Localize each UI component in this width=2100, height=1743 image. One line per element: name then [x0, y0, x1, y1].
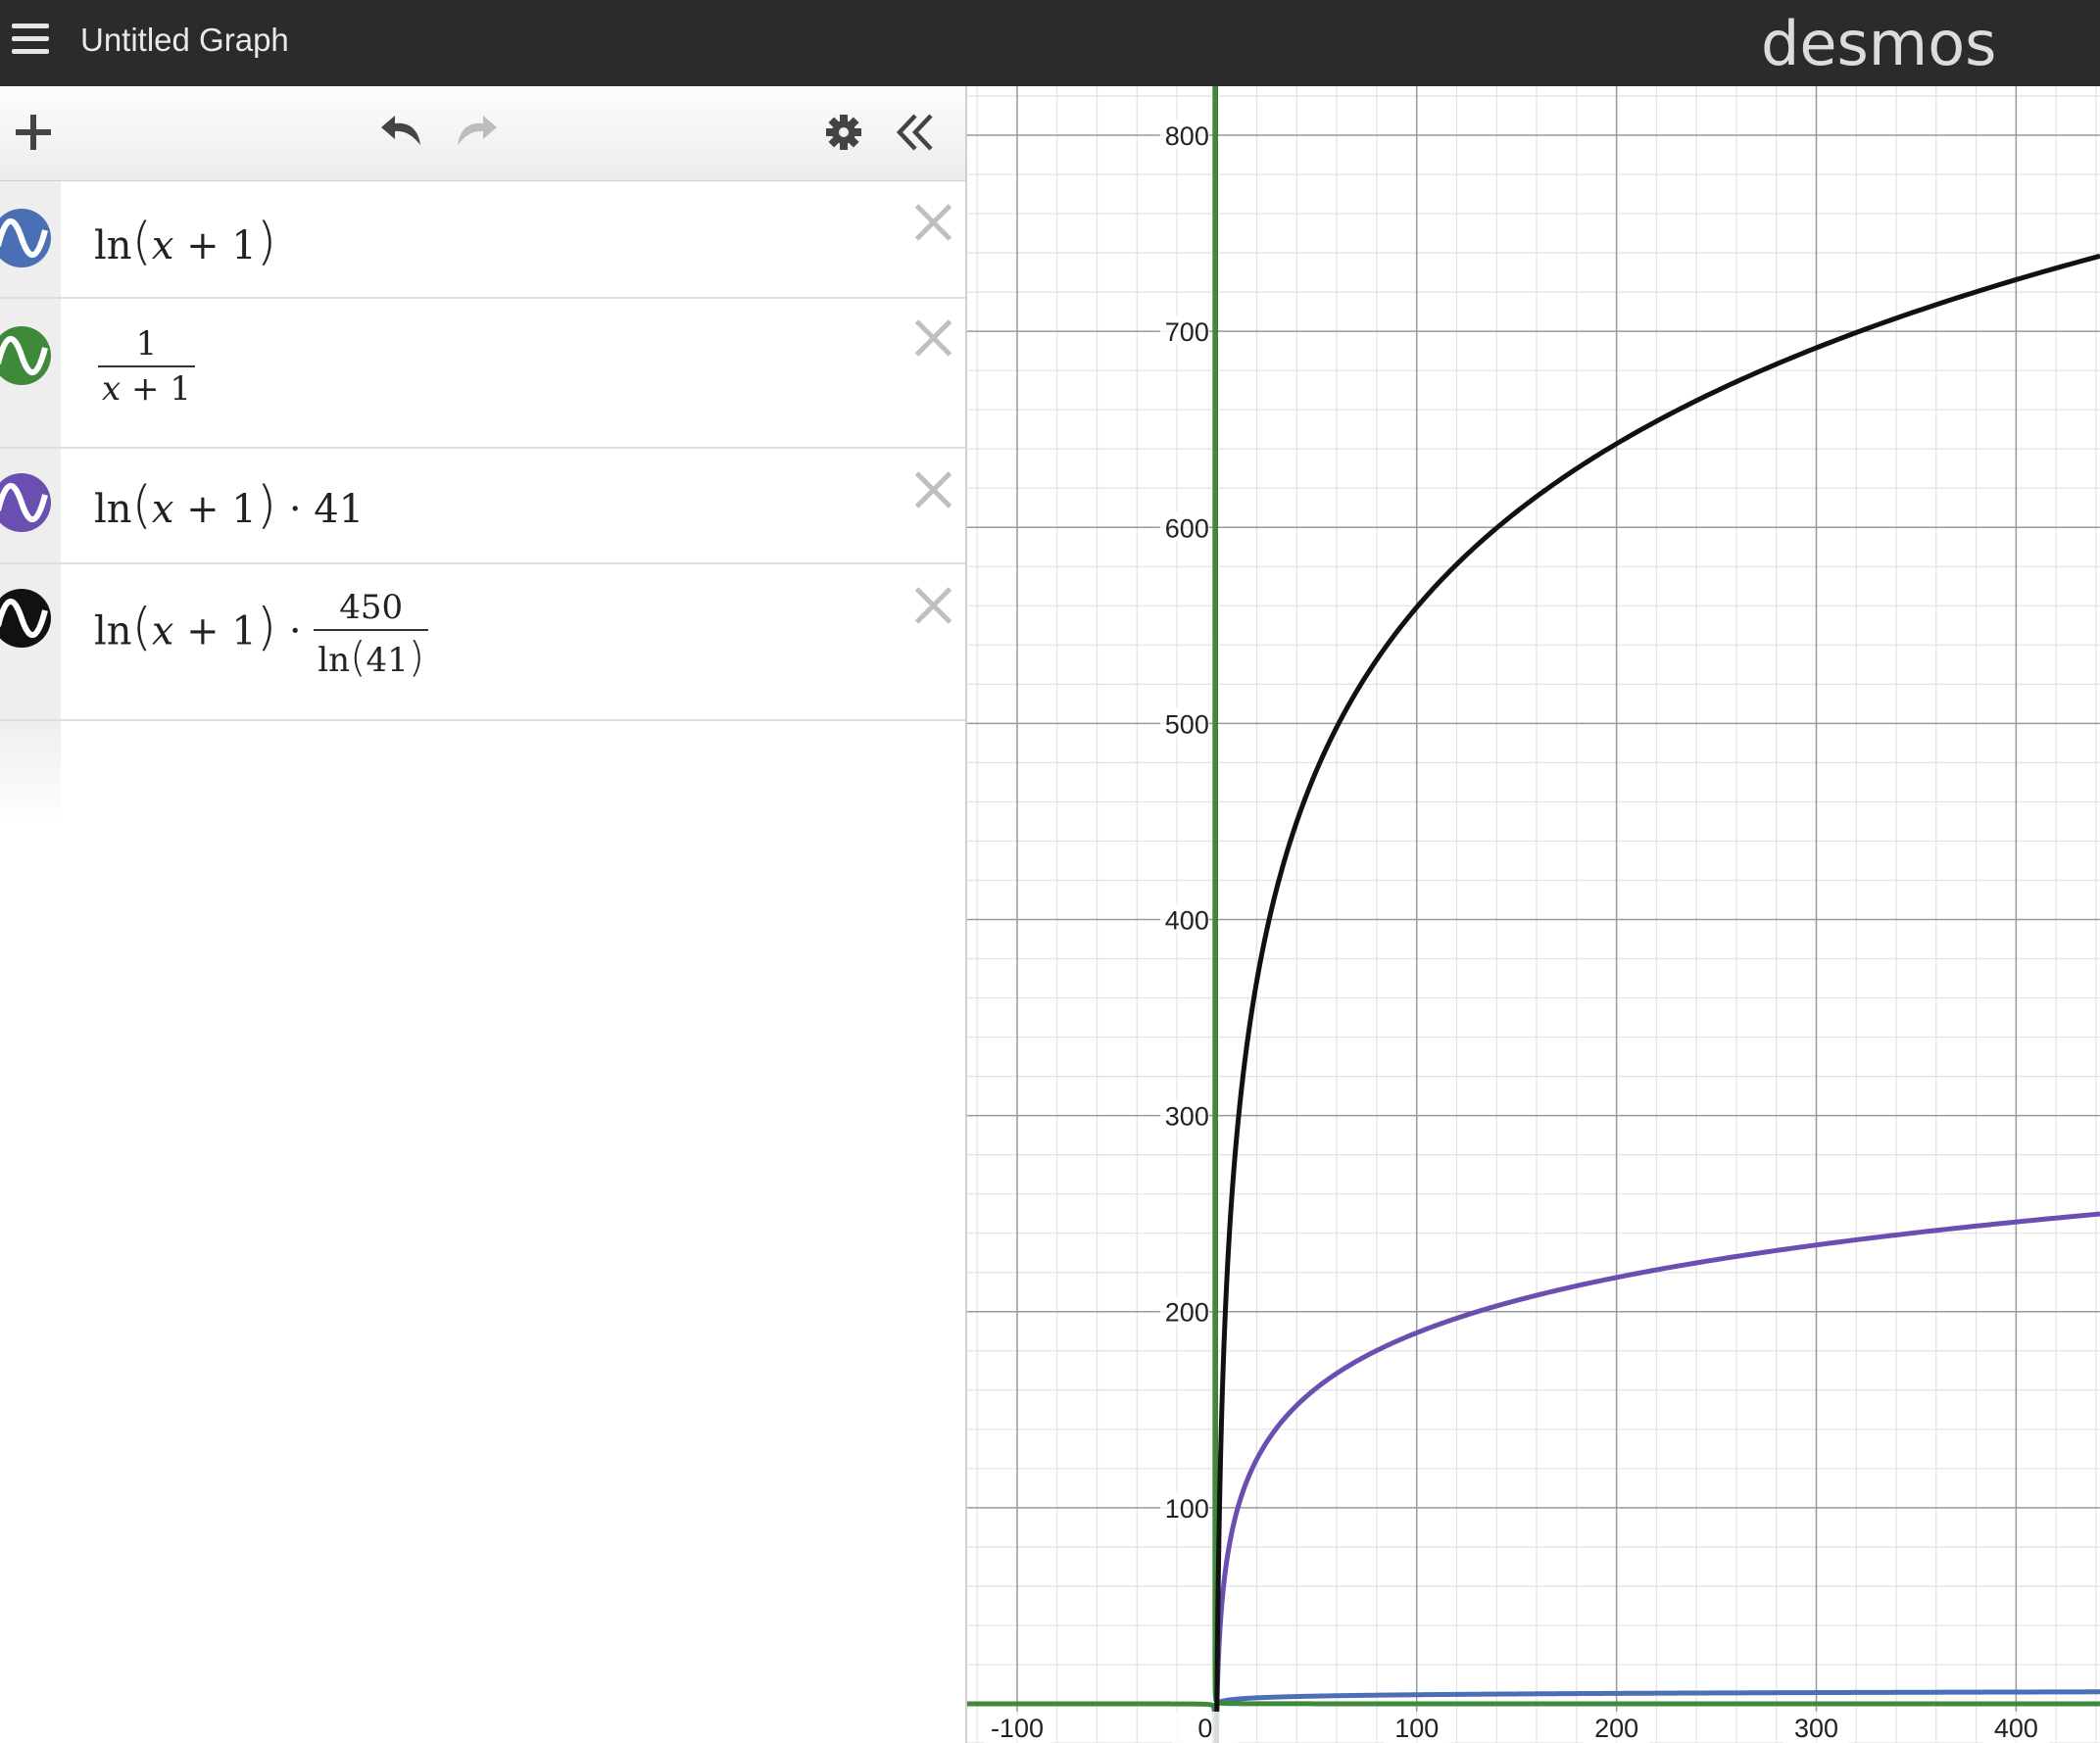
- graph-canvas[interactable]: -100 0 100 200 300 400 100 200 300 400 500 600 700 80…: [967, 86, 2100, 1743]
- redo-icon[interactable]: [448, 106, 503, 157]
- expression-math[interactable]: ln(x + 1): [94, 213, 277, 271]
- series-line: [1212, 86, 2100, 1707]
- denominator: ln(41): [317, 633, 425, 681]
- tick-label-background: [983, 1711, 1050, 1743]
- undo-icon[interactable]: [375, 106, 430, 157]
- constant: 1: [231, 487, 257, 532]
- tick-label-background: [1159, 120, 1209, 150]
- tick-label-background: [1159, 1295, 1209, 1326]
- constant: 41: [314, 487, 365, 532]
- operator: +: [131, 369, 160, 409]
- fraction: 1 x + 1: [98, 324, 195, 409]
- constant: 1: [231, 608, 257, 654]
- close-icon[interactable]: [911, 316, 954, 360]
- x-tick-label: 200: [1594, 1714, 1638, 1743]
- tick-label-background: [1159, 315, 1209, 346]
- expression-toolbar: [0, 86, 965, 181]
- tick-label-background: [1159, 1099, 1209, 1130]
- series-line: [1212, 1689, 2100, 1743]
- y-tick-label: 700: [1165, 317, 1209, 347]
- y-tick-label: 300: [1165, 1102, 1209, 1132]
- close-icon[interactable]: [911, 468, 954, 511]
- tick-label-background: [1159, 1491, 1209, 1522]
- series-line: [1213, 1211, 2100, 1743]
- variable: x: [151, 223, 174, 268]
- y-tick-label: 600: [1165, 513, 1209, 543]
- variable: x: [102, 369, 122, 409]
- y-tick-label: 100: [1165, 1494, 1209, 1524]
- x-tick-label: 100: [1394, 1714, 1439, 1743]
- operator: +: [186, 487, 220, 532]
- function-name: ln: [94, 223, 132, 268]
- tick-label-background: [1159, 903, 1209, 934]
- expression-row[interactable]: ln(x + 1): [0, 181, 965, 299]
- variable: x: [151, 608, 174, 654]
- expression-math[interactable]: ln(x + 1) · 450 ln(41): [94, 588, 429, 681]
- sine-wave-icon[interactable]: [0, 473, 51, 532]
- sine-wave-icon[interactable]: [0, 326, 51, 385]
- new-expression-gutter[interactable]: [0, 721, 61, 824]
- tick-label-background: [1383, 1711, 1450, 1743]
- graph-title[interactable]: Untitled Graph: [80, 22, 289, 58]
- constant: 1: [170, 369, 191, 409]
- function-name: ln: [94, 487, 132, 532]
- hamburger-icon[interactable]: [10, 24, 51, 57]
- expression-math[interactable]: ln(x + 1) · 41: [94, 476, 365, 535]
- graph-svg[interactable]: -100 0 100 200 300 400 100 200 300 400 500 600 700 80…: [967, 86, 2100, 1743]
- operator: ·: [288, 487, 302, 532]
- double-chevron-left-icon[interactable]: [892, 108, 941, 157]
- tick-label-background: [1783, 1711, 1850, 1743]
- function-name: ln: [317, 641, 351, 680]
- tick-label-background: [1982, 1711, 2050, 1743]
- expression-row[interactable]: ln(x + 1) · 450 ln(41): [0, 564, 965, 721]
- operator: +: [186, 608, 220, 654]
- numerator: 1: [98, 324, 195, 367]
- series-line: [1214, 253, 2100, 1743]
- desmos-logo: desmos: [1761, 8, 1997, 79]
- y-tick-label: 500: [1165, 709, 1209, 739]
- constant: 1: [231, 223, 257, 268]
- x-tick-label: 300: [1794, 1714, 1838, 1743]
- y-tick-label: 400: [1165, 906, 1209, 936]
- close-icon[interactable]: [911, 201, 954, 244]
- x-tick-label: 400: [1994, 1714, 2038, 1743]
- series-line: [967, 1701, 1218, 1743]
- expression-row[interactable]: ln(x + 1) · 41: [0, 449, 965, 564]
- x-tick-label: -100: [991, 1714, 1044, 1743]
- function-name: ln: [94, 608, 132, 654]
- numerator: 450: [314, 588, 429, 631]
- close-icon[interactable]: [911, 584, 954, 627]
- tick-label-background: [1171, 1711, 1239, 1743]
- denominator: x + 1: [98, 367, 195, 409]
- variable: x: [151, 487, 174, 532]
- tick-label-background: [1159, 511, 1209, 542]
- y-tick-label: 800: [1165, 121, 1209, 151]
- sine-wave-icon[interactable]: [0, 209, 51, 267]
- tick-label-background: [1159, 707, 1209, 738]
- expression-row[interactable]: 1 x + 1: [0, 299, 965, 449]
- gear-icon[interactable]: [821, 110, 866, 155]
- sine-wave-icon[interactable]: [0, 589, 51, 648]
- expression-math[interactable]: 1 x + 1: [98, 324, 195, 409]
- operator: +: [186, 223, 220, 268]
- expression-panel: ln(x + 1) 1 x + 1 ln(x + 1) · 41: [0, 86, 967, 1743]
- tick-label-background: [1583, 1711, 1650, 1743]
- x-tick-label: 0: [1197, 1714, 1212, 1743]
- fraction: 450 ln(41): [314, 588, 429, 681]
- top-bar: Untitled Graph desmos: [0, 0, 2100, 86]
- operator: ·: [288, 608, 302, 654]
- y-tick-label: 200: [1165, 1298, 1209, 1328]
- plus-icon[interactable]: [12, 110, 57, 155]
- constant: 41: [366, 641, 409, 680]
